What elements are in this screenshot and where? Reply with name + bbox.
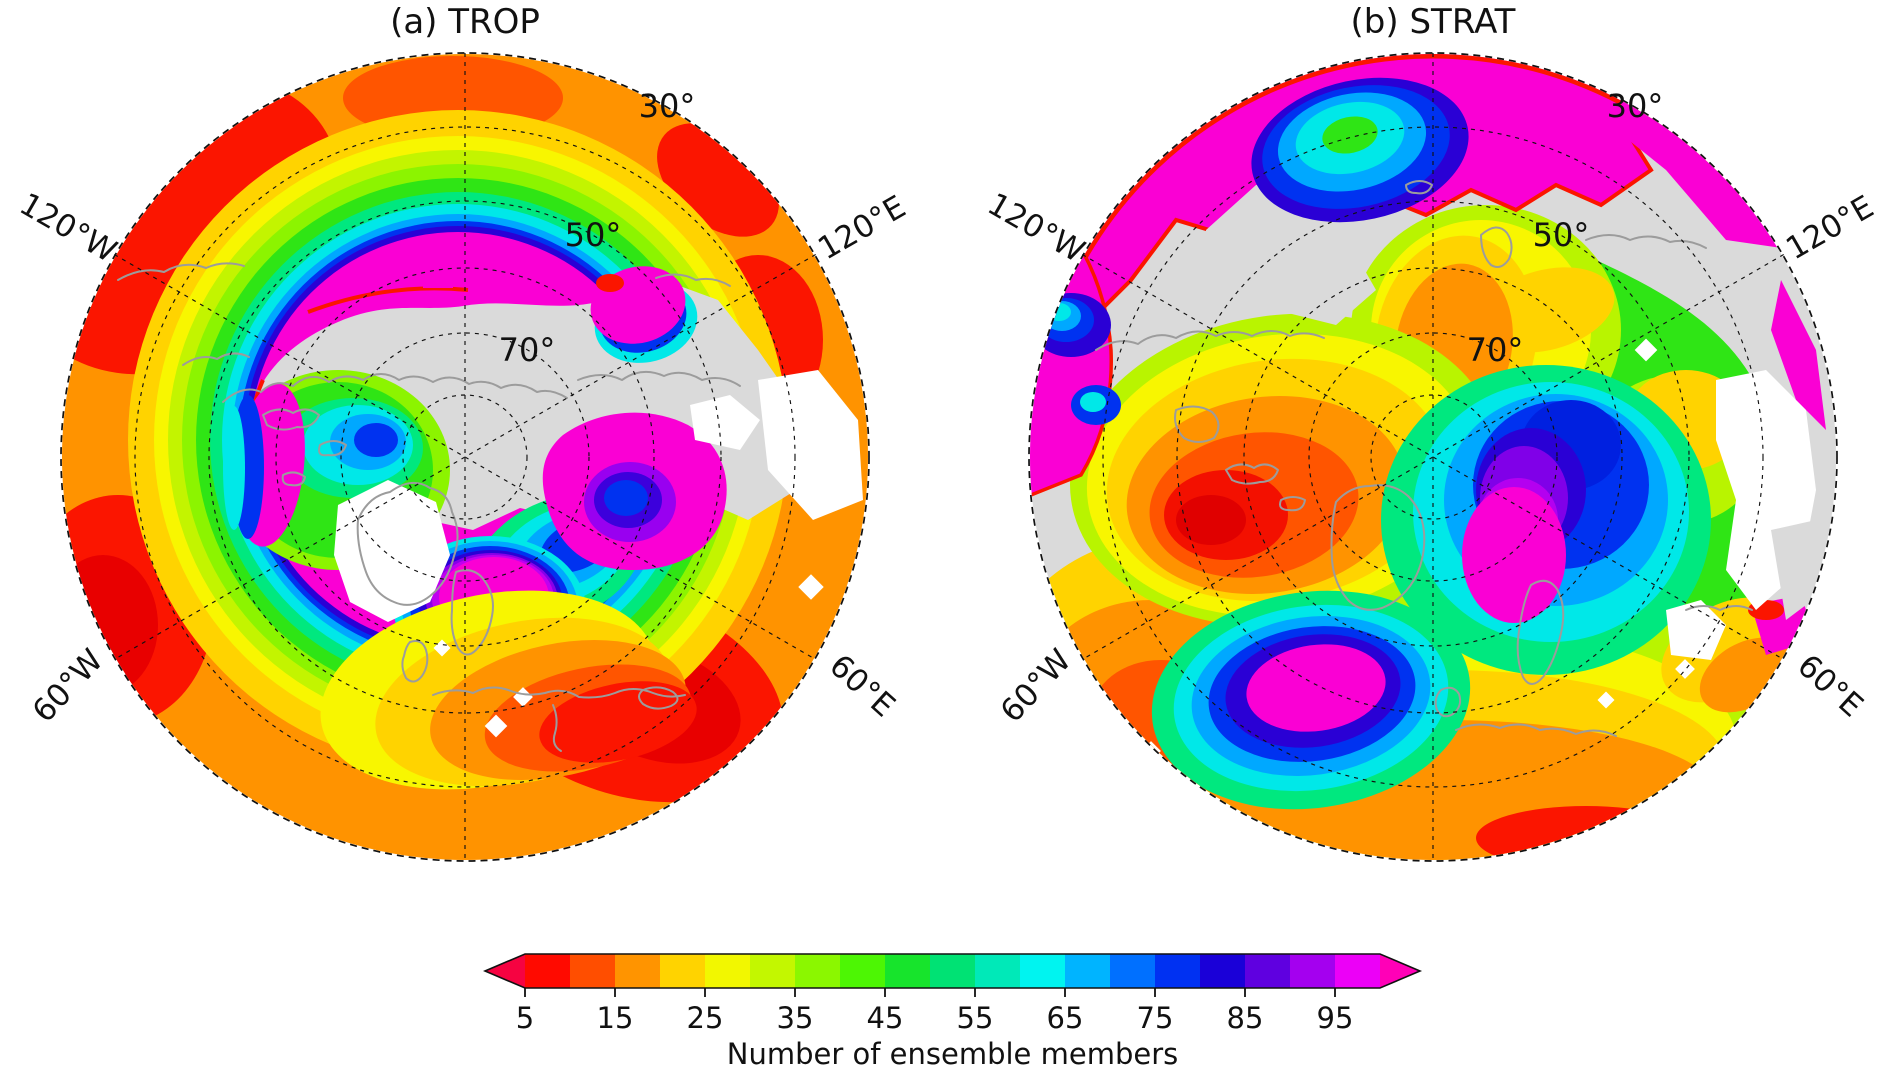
colorbar-segment — [615, 954, 661, 988]
colorbar-tick-label: 65 — [1047, 1001, 1084, 1035]
colorbar-tick-label: 15 — [597, 1001, 634, 1035]
panel-a-title: (a) TROP — [390, 2, 540, 42]
trop-contour-field — [62, 54, 868, 860]
colorbar-tick-label: 55 — [957, 1001, 994, 1035]
colorbar-segment — [1290, 954, 1336, 988]
strat-graticule — [1028, 52, 1838, 862]
colorbar-extend-right — [1380, 954, 1420, 988]
colorbar-tick-label: 85 — [1227, 1001, 1264, 1035]
map-panel-trop — [60, 52, 870, 862]
colorbar-tick-label: 35 — [777, 1001, 814, 1035]
panel-b-title: (b) STRAT — [1350, 2, 1516, 42]
colorbar-segment — [705, 954, 751, 988]
lat-label-30-strat: 30° — [1606, 87, 1664, 125]
colorbar-segment — [750, 954, 796, 988]
colorbar-segment — [1200, 954, 1246, 988]
trop-coastlines — [117, 262, 741, 752]
map-panel-strat — [1028, 52, 1838, 862]
colorbar-segment — [1155, 954, 1201, 988]
lat-label-50-trop: 50° — [564, 216, 622, 254]
lat-label-50-strat: 50° — [1532, 216, 1590, 254]
trop-graticule — [60, 52, 870, 862]
colorbar-tick-label: 95 — [1317, 1001, 1354, 1035]
colorbar-segment — [930, 954, 976, 988]
lat-label-30-trop: 30° — [638, 87, 696, 125]
colorbar-tick-label: 5 — [516, 1001, 534, 1035]
colorbar-tick-label: 75 — [1137, 1001, 1174, 1035]
colorbar-segment — [795, 954, 841, 988]
colorbar-segment — [660, 954, 706, 988]
colorbar-segment — [975, 954, 1021, 988]
colorbar-segment — [1020, 954, 1066, 988]
colorbar-segment — [840, 954, 886, 988]
colorbar-extend-left — [485, 954, 525, 988]
colorbar-tick-label: 45 — [867, 1001, 904, 1035]
colorbar-tick-label: 25 — [687, 1001, 724, 1035]
colorbar-segment — [885, 954, 931, 988]
colorbar-segment — [1335, 954, 1381, 988]
colorbar-segment — [525, 954, 571, 988]
colorbar-segment — [570, 954, 616, 988]
colorbar: 5 15 25 35 45 55 65 75 85 95 Number of ensemble me… — [483, 953, 1423, 1071]
colorbar-segment — [1110, 954, 1156, 988]
lat-label-70-trop: 70° — [498, 331, 556, 369]
colorbar-axis-label: Number of ensemble members — [727, 1037, 1178, 1071]
colorbar-segment — [1065, 954, 1111, 988]
colorbar-segment — [1245, 954, 1291, 988]
lat-label-70-strat: 70° — [1466, 331, 1524, 369]
